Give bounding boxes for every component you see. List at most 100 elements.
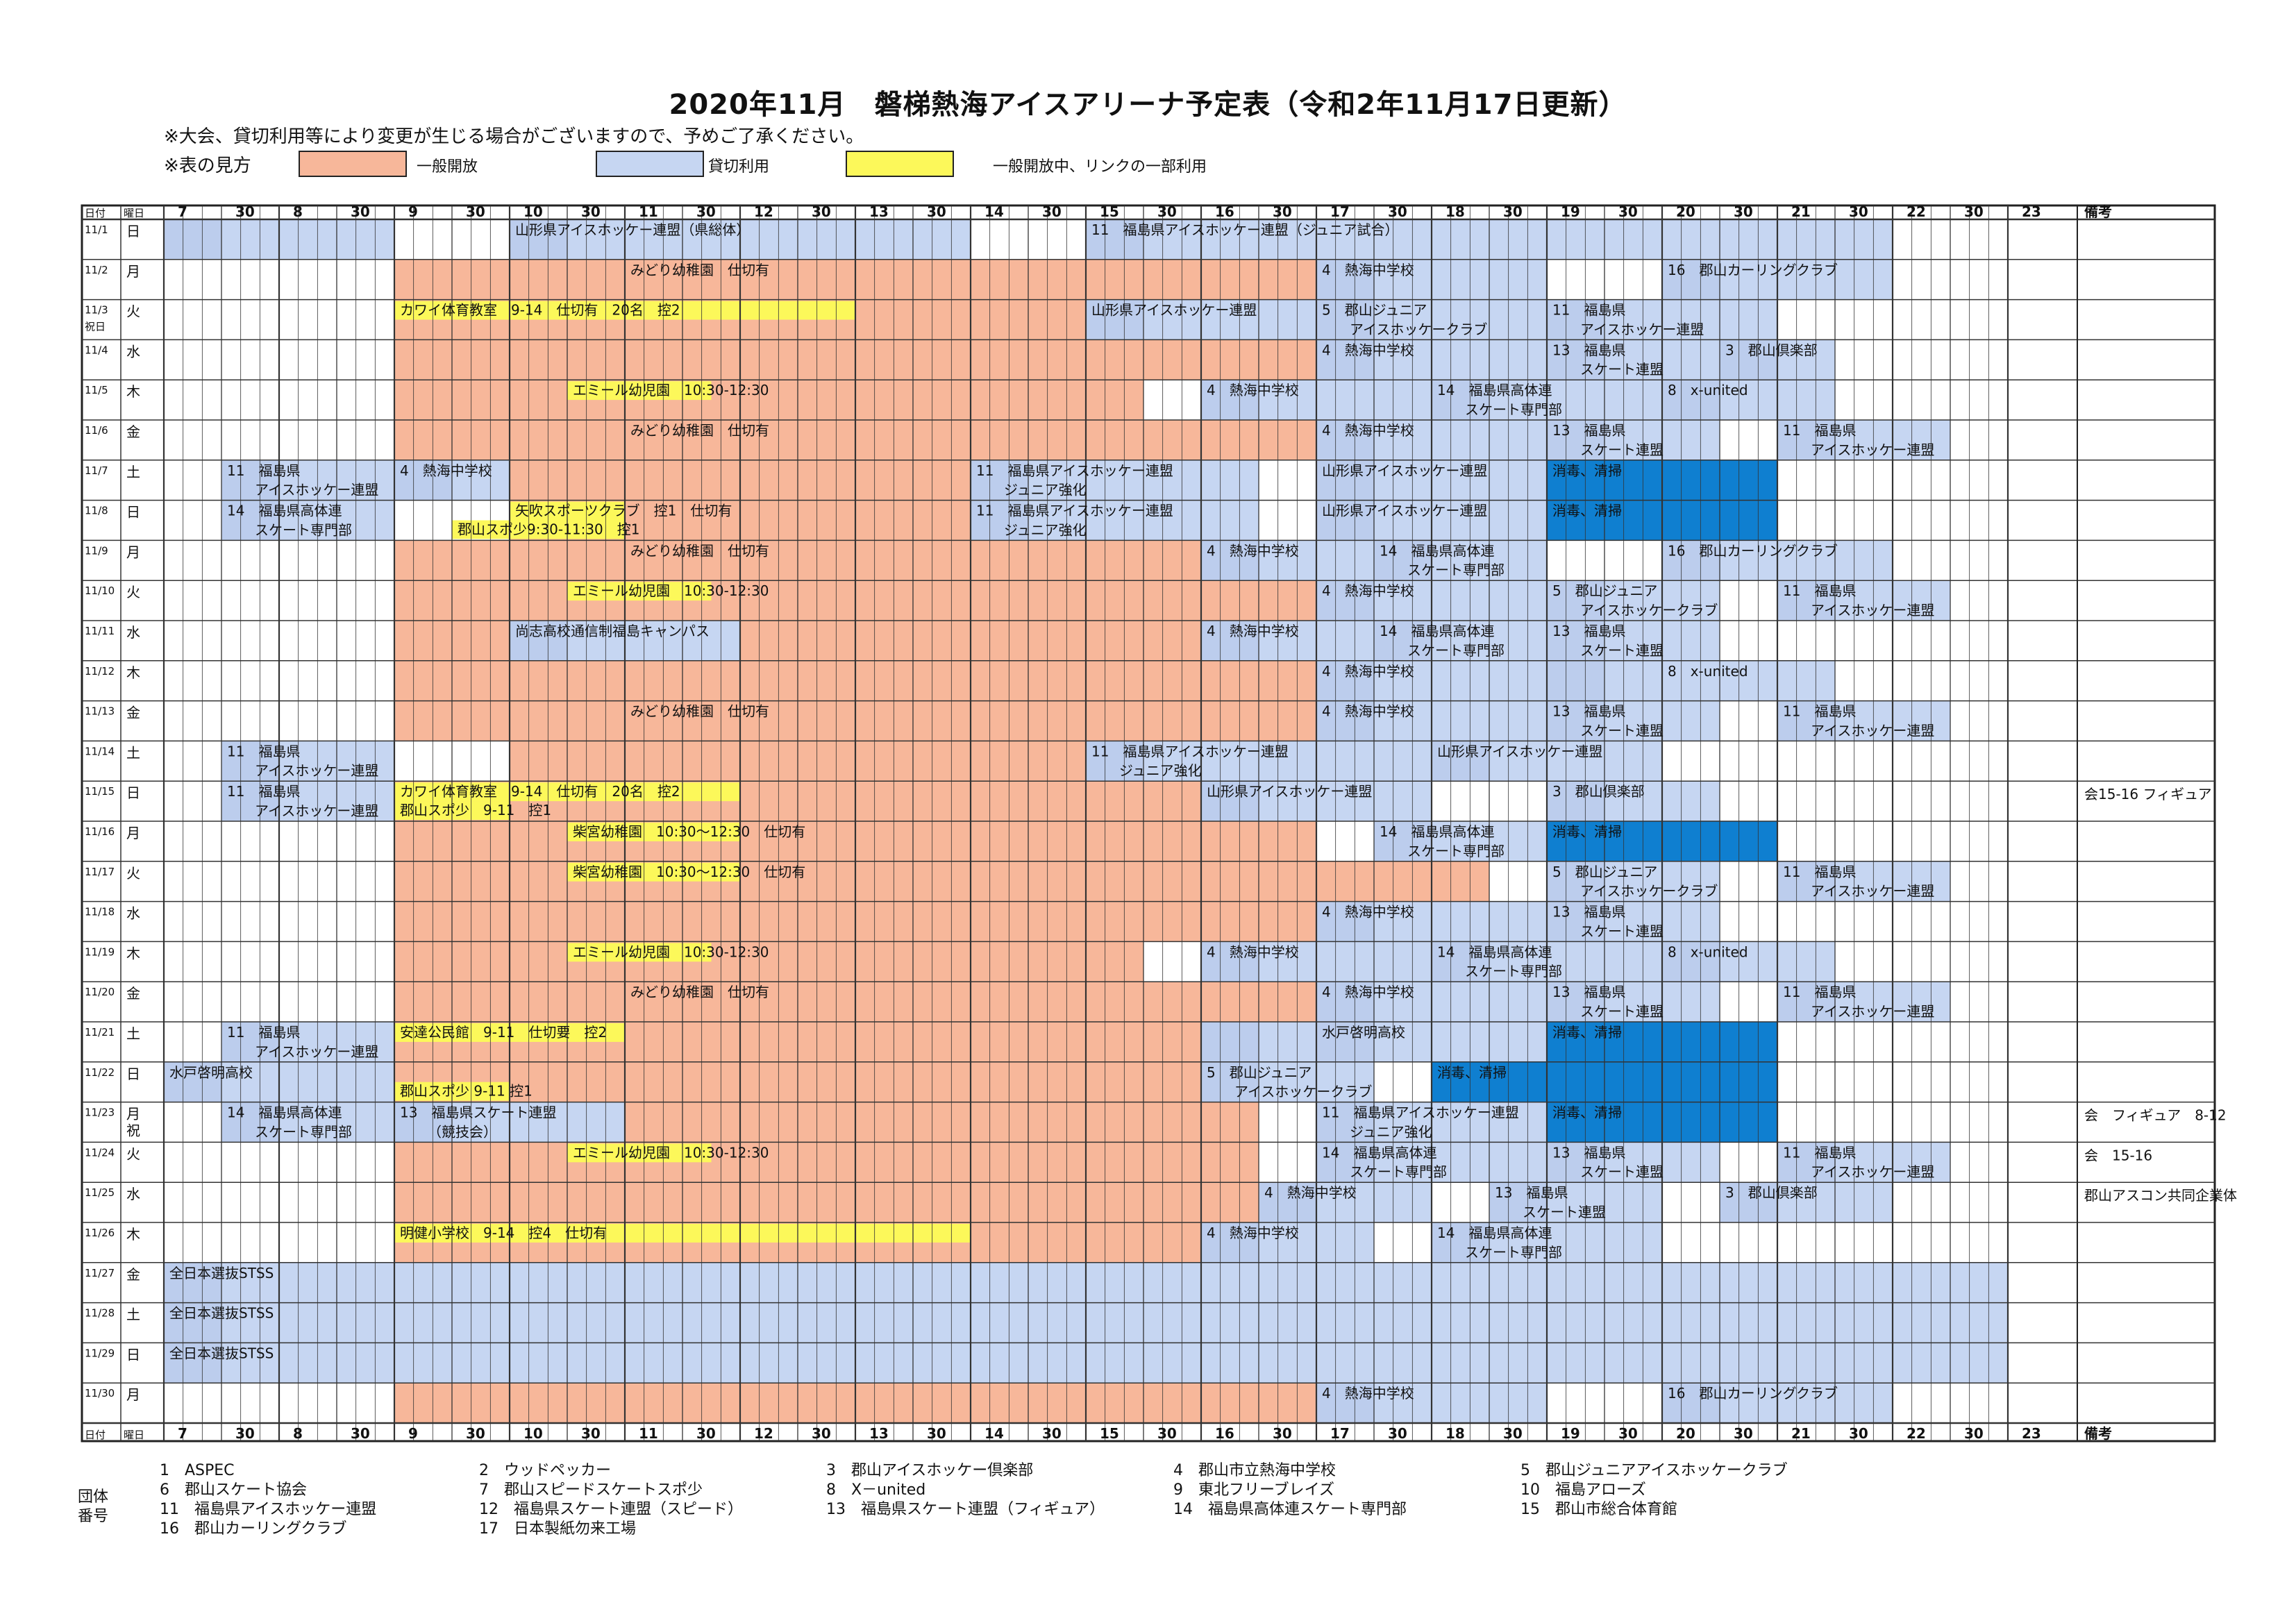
schedule-block	[1777, 420, 1950, 460]
row-date: 11/5	[85, 384, 108, 396]
block-shade	[1316, 700, 1374, 741]
block-label: 4 熱海中学校	[1322, 703, 1414, 720]
hour-label: 20	[1676, 203, 1695, 220]
org-legend-item: 7 郡山スピードスケートスポ少	[479, 1481, 703, 1499]
hour-label: 21	[1791, 203, 1811, 220]
block-shade	[1777, 420, 1835, 460]
schedule-block	[1201, 1061, 1374, 1102]
block-label: 11 福島県	[1783, 703, 1856, 720]
block-shade	[1777, 580, 1835, 621]
block-label-sub: スケート連盟	[1580, 1163, 1664, 1180]
schedule-block	[1374, 621, 1547, 661]
block-label: 3 郡山倶楽部	[1725, 1184, 1818, 1201]
org-legend-item: 5 郡山ジュニアアイスホッケークラブ	[1520, 1462, 1788, 1479]
hour-label: 8	[293, 203, 303, 220]
block-shade	[1547, 1142, 1604, 1183]
block-label-sub: スケート専門部	[1465, 963, 1562, 979]
schedule-block	[1201, 540, 1374, 581]
block-shade	[221, 781, 279, 821]
schedule-block	[1547, 339, 1720, 380]
block-label: 消毒、清掃	[1437, 1064, 1507, 1081]
schedule-block	[1777, 1142, 1950, 1183]
block-shade	[1777, 861, 1835, 902]
hour-label: 30	[1042, 1425, 1062, 1442]
hour-label: 22	[1907, 203, 1926, 220]
row-date: 11/13	[85, 705, 115, 718]
row-date: 11/20	[85, 986, 115, 998]
schedule-block	[567, 823, 740, 841]
block-shade	[221, 741, 279, 782]
block-shade	[1547, 580, 1604, 621]
row-dow: 月	[126, 544, 140, 560]
row-dow: 木	[126, 945, 140, 961]
remarks-header: 備考	[2084, 203, 2112, 220]
hour-label: 13	[869, 203, 889, 220]
block-label: 郡山スポ少 9-11 控1	[400, 1083, 533, 1100]
hour-label: 15	[1100, 203, 1119, 220]
block-label: 11 福島県アイスホッケー連盟（ジュニア試合）	[1091, 221, 1398, 238]
hour-label: 11	[639, 203, 658, 220]
block-label: 山形県アイスホッケー連盟	[1437, 743, 1602, 759]
block-shade	[1777, 1142, 1835, 1183]
row-dow: 金	[126, 423, 140, 440]
remarks-header: 備考	[2084, 1425, 2112, 1442]
block-label: 13 福島県	[1552, 984, 1625, 1000]
hour-label: 30	[1273, 1425, 1292, 1442]
org-legend-item: 1 ASPEC	[160, 1462, 235, 1479]
block-shade	[1662, 941, 1720, 982]
block-label: 4 熱海中学校	[1322, 342, 1414, 358]
block-label-sub: アイスホッケー連盟	[255, 762, 378, 779]
schedule-block	[1777, 982, 1950, 1022]
block-label: みどり幼稚園 仕切有	[630, 422, 769, 439]
block-shade	[1432, 1222, 1489, 1263]
hour-label: 30	[696, 203, 716, 220]
block-label: 山形県アイスホッケー連盟	[1091, 302, 1257, 319]
block-label: 郡山スポ少9:30-11:30 控1	[458, 521, 640, 538]
hour-label: 30	[1964, 203, 1984, 220]
row-date: 11/27	[85, 1267, 115, 1279]
row-dow: 水	[126, 905, 140, 922]
hour-label: 30	[1042, 203, 1062, 220]
org-legend-item: 6 郡山スケート協会	[160, 1481, 307, 1499]
legend-swatch-public	[299, 151, 407, 177]
hour-label: 30	[1964, 1425, 1984, 1442]
row-date: 11/19	[85, 945, 115, 958]
block-label: 水戸啓明高校	[1322, 1024, 1405, 1041]
block-shade	[1316, 1383, 1374, 1423]
hour-label: 30	[812, 1425, 831, 1442]
schedule-block	[1547, 660, 1835, 701]
hour-label: 12	[754, 1425, 773, 1442]
hour-label: 30	[1388, 203, 1407, 220]
block-shade	[510, 219, 567, 260]
hour-label: 30	[1849, 1425, 1868, 1442]
row-date: 11/3	[85, 304, 108, 317]
row-dow: 金	[126, 985, 140, 1002]
block-shade	[1201, 781, 1259, 821]
hour-label: 17	[1330, 1425, 1350, 1442]
block-label: 13 福島県スケート連盟	[400, 1104, 556, 1121]
block-label: 11 福島県アイスホッケー連盟	[976, 503, 1173, 519]
row-dow: 日	[126, 504, 140, 521]
schedule-block	[1259, 1182, 1432, 1222]
hour-label: 13	[869, 1425, 889, 1442]
row-date: 11/10	[85, 585, 115, 597]
org-legend-item: 2 ウッドペッカー	[479, 1462, 611, 1479]
hour-label: 30	[1734, 1425, 1753, 1442]
org-legend-item: 11 福島県アイスホッケー連盟	[160, 1501, 377, 1518]
block-label: エミール幼児園 10:30-12:30	[573, 943, 769, 960]
grid-lines	[81, 204, 2216, 1443]
hour-label: 30	[1618, 1425, 1638, 1442]
block-label: 4 熱海中学校	[1207, 382, 1299, 398]
schedule-block	[221, 781, 394, 821]
schedule-block	[1489, 1182, 1662, 1222]
block-label-sub: ジュニア強化	[1004, 521, 1087, 538]
row-date: 11/11	[85, 625, 115, 637]
block-label-sub: アイスホッケー連盟	[1811, 1003, 1934, 1020]
row-dow: 水	[126, 624, 140, 641]
block-shade	[971, 500, 1028, 541]
schedule-block	[1547, 420, 1720, 460]
schedule-block	[1547, 621, 1720, 661]
block-label: 消毒、清掃	[1552, 1104, 1622, 1121]
block-shade	[221, 1022, 279, 1062]
